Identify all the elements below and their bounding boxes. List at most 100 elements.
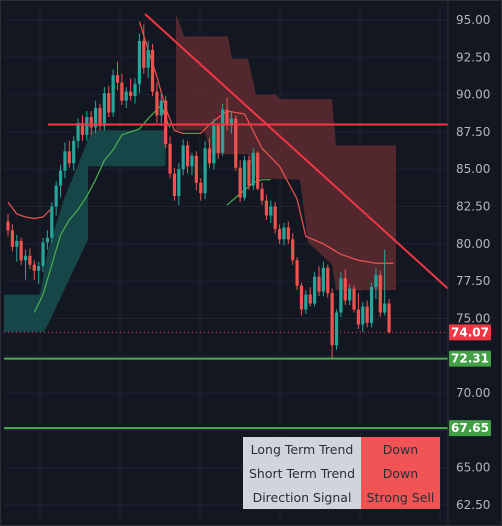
candle-body[interactable] — [317, 276, 321, 292]
candle-body[interactable] — [203, 148, 207, 194]
candle-body[interactable] — [348, 288, 352, 301]
candle-body[interactable] — [352, 288, 356, 310]
slow-line — [7, 201, 53, 220]
candle-body[interactable] — [63, 151, 67, 171]
y-tick-label: 70.00 — [456, 386, 490, 400]
candle-body[interactable] — [72, 140, 76, 164]
candle-body[interactable] — [19, 240, 23, 261]
candle-body[interactable] — [107, 93, 111, 113]
candle-body[interactable] — [247, 160, 251, 186]
candle-body[interactable] — [45, 237, 50, 243]
candle-body[interactable] — [282, 227, 286, 240]
candle-body[interactable] — [308, 294, 312, 304]
candle-body[interactable] — [304, 294, 308, 310]
candle-body[interactable] — [133, 84, 137, 97]
candle-body[interactable] — [37, 266, 41, 271]
candle-body[interactable] — [190, 155, 194, 167]
candle-body[interactable] — [330, 293, 334, 346]
candle-body[interactable] — [277, 228, 282, 240]
short-term-trend-label: Short Term Trend — [243, 461, 361, 485]
current-price-label: 74.07 — [451, 325, 489, 339]
candle-body[interactable] — [339, 278, 343, 313]
candle-body[interactable] — [356, 309, 360, 325]
candle-body[interactable] — [286, 227, 290, 240]
candle-body[interactable] — [207, 148, 212, 164]
candle-body[interactable] — [387, 303, 391, 333]
candle-body[interactable] — [361, 306, 365, 325]
candle-body[interactable] — [94, 108, 98, 128]
candle-body[interactable] — [142, 40, 146, 68]
candle-body[interactable] — [212, 125, 216, 164]
candle-body[interactable] — [89, 117, 93, 128]
support-2-label: 67.65 — [451, 421, 489, 435]
candle-body[interactable] — [299, 285, 304, 310]
candle-body[interactable] — [326, 267, 330, 294]
candle-body[interactable] — [15, 240, 19, 247]
candle-body[interactable] — [150, 49, 155, 92]
candle-body[interactable] — [378, 275, 382, 313]
candle-body[interactable] — [111, 75, 115, 113]
candle-body[interactable] — [168, 143, 172, 174]
candle-body[interactable] — [58, 170, 63, 186]
candle-body[interactable] — [102, 93, 106, 126]
candle-body[interactable] — [242, 160, 247, 198]
candle-body[interactable] — [194, 155, 198, 183]
candle-body[interactable] — [28, 255, 32, 265]
candle-body[interactable] — [10, 230, 14, 247]
candle-body[interactable] — [159, 100, 163, 116]
candle-body[interactable] — [238, 167, 242, 198]
candle-body[interactable] — [185, 145, 190, 167]
candle-body[interactable] — [251, 152, 255, 186]
candle-body[interactable] — [295, 260, 299, 286]
candle-body[interactable] — [23, 255, 28, 261]
candle-body[interactable] — [313, 276, 317, 304]
candle-body[interactable] — [155, 91, 159, 116]
y-tick-label: 85.00 — [456, 162, 490, 176]
candle-body[interactable] — [273, 206, 277, 229]
candle-body[interactable] — [172, 173, 177, 197]
candle-body[interactable] — [216, 125, 220, 153]
candle-body[interactable] — [32, 264, 36, 271]
candle-body[interactable] — [291, 239, 295, 261]
candle-body[interactable] — [76, 122, 80, 141]
candle-body[interactable] — [221, 109, 225, 153]
candle-body[interactable] — [256, 152, 260, 189]
candle-body[interactable] — [334, 312, 339, 346]
bullish-cloud — [4, 130, 166, 332]
candle-body[interactable] — [181, 145, 185, 170]
candle-body[interactable] — [124, 91, 128, 101]
candle-body[interactable] — [115, 75, 120, 83]
candle-body[interactable] — [269, 206, 273, 216]
candle-body[interactable] — [229, 118, 233, 125]
candle-body[interactable] — [6, 221, 10, 231]
candle-body[interactable] — [85, 117, 89, 135]
candle-body[interactable] — [120, 82, 124, 101]
trendline[interactable] — [144, 13, 449, 290]
candle-body[interactable] — [374, 275, 378, 288]
y-tick-label: 65.00 — [456, 461, 490, 475]
candle-body[interactable] — [137, 40, 141, 85]
candle-body[interactable] — [264, 200, 269, 216]
candle-body[interactable] — [98, 108, 102, 126]
candle-body[interactable] — [321, 267, 325, 292]
candle-body[interactable] — [146, 49, 150, 68]
table-row: Direction Signal Strong Sell — [243, 485, 440, 509]
candle-body[interactable] — [225, 109, 229, 125]
candle-body[interactable] — [129, 91, 133, 97]
candle-body[interactable] — [369, 287, 374, 323]
table-row: Short Term Trend Down — [243, 461, 440, 485]
candle-body[interactable] — [199, 182, 203, 194]
candle-body[interactable] — [365, 306, 369, 323]
candle-body[interactable] — [164, 100, 168, 144]
candle-body[interactable] — [50, 206, 54, 238]
candle-body[interactable] — [383, 303, 387, 313]
candle-body[interactable] — [234, 118, 238, 168]
candle-body[interactable] — [67, 151, 71, 164]
candle-body[interactable] — [260, 188, 264, 201]
candle-body[interactable] — [54, 185, 58, 207]
candle-body[interactable] — [80, 122, 85, 135]
candle-body[interactable] — [177, 169, 181, 197]
candle-body[interactable] — [41, 242, 45, 267]
candle-body[interactable] — [343, 278, 347, 301]
